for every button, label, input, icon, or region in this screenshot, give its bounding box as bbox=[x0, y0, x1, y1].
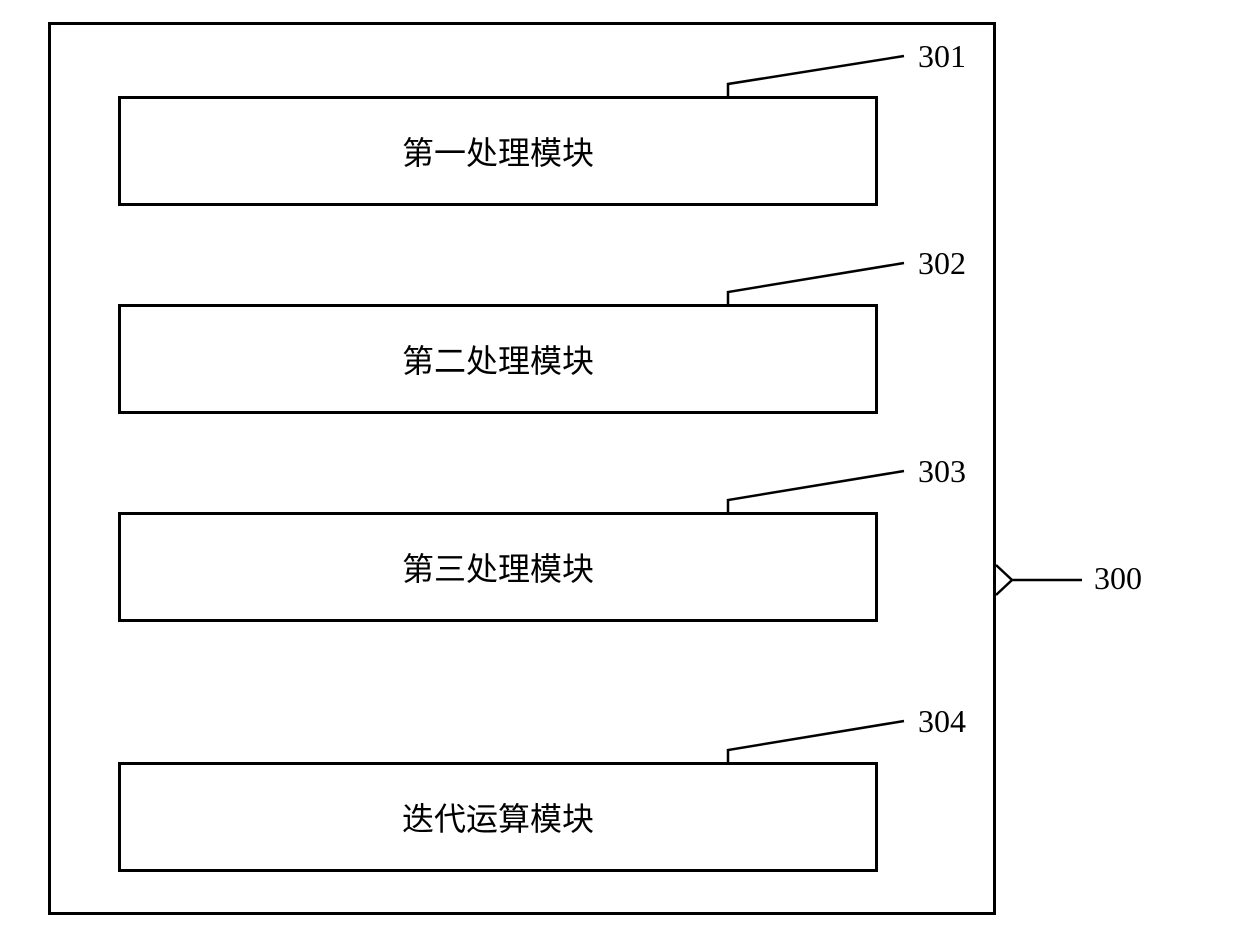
module-label-1: 第一处理模块 bbox=[402, 128, 594, 174]
module-label-3: 第三处理模块 bbox=[402, 544, 594, 590]
module-label-2: 第二处理模块 bbox=[402, 336, 594, 382]
module-box-1: 第一处理模块 bbox=[118, 96, 878, 206]
module-box-3: 第三处理模块 bbox=[118, 512, 878, 622]
module-label-4: 迭代运算模块 bbox=[402, 794, 594, 840]
leader-line-300 bbox=[996, 565, 1082, 595]
ref-number-301: 301 bbox=[918, 38, 966, 75]
ref-number-302: 302 bbox=[918, 245, 966, 282]
ref-number-300: 300 bbox=[1094, 560, 1142, 597]
module-box-4: 迭代运算模块 bbox=[118, 762, 878, 872]
ref-number-303: 303 bbox=[918, 453, 966, 490]
module-box-2: 第二处理模块 bbox=[118, 304, 878, 414]
ref-number-304: 304 bbox=[918, 703, 966, 740]
